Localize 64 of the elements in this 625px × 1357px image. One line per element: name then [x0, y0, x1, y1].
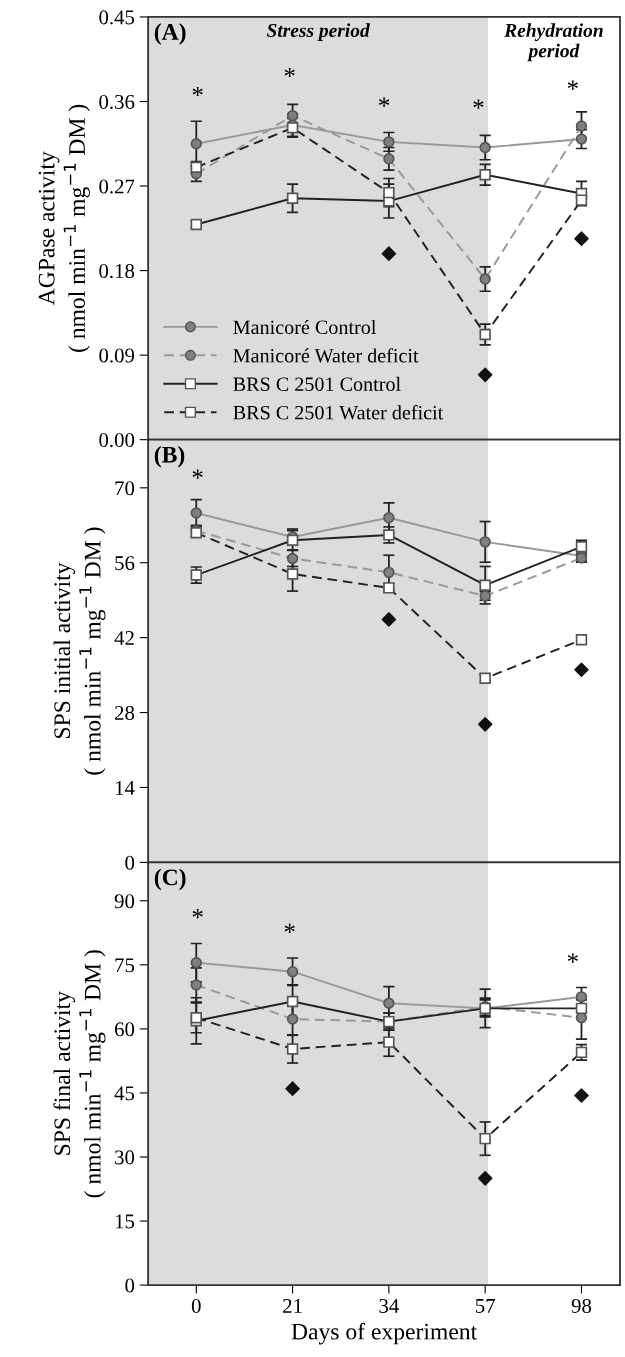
- y-tick-label: 42: [114, 631, 134, 645]
- legend-label: Manicoré Water deficit: [233, 348, 419, 363]
- y-tick-label: 56: [115, 556, 135, 571]
- annotation: *: [567, 953, 578, 963]
- point: [383, 136, 395, 148]
- x-tick-label: 0: [191, 1298, 201, 1313]
- point: [190, 957, 202, 969]
- y-tick-label: 90: [114, 894, 135, 909]
- y-tick-label: 0.27: [99, 179, 135, 194]
- point: [575, 991, 588, 1003]
- y-tick-label: 28: [115, 705, 135, 720]
- point: [383, 997, 395, 1009]
- chart-title: (C): [154, 868, 186, 891]
- annotation: *: [192, 86, 203, 97]
- chart-title: (B): [154, 446, 185, 468]
- annotation: *: [192, 469, 203, 479]
- point: [383, 512, 395, 524]
- y-tick-label: 60: [114, 1022, 135, 1037]
- point: [190, 138, 202, 150]
- point: [286, 1013, 299, 1025]
- point: [383, 153, 395, 165]
- point: [190, 507, 202, 519]
- y-tick-label: 14: [115, 780, 135, 795]
- annotation: *: [192, 909, 203, 919]
- x-tick-label: 21: [283, 1298, 302, 1313]
- legend-label: BRS C 2501 Water deficit: [233, 405, 444, 420]
- x-axis-title: Days of experiment: [291, 1322, 478, 1345]
- y-axis-title: SPS final activity ( nmol min$^{−1}$ mg$^{−1}$ DM ): [53, 950, 106, 1198]
- point: [575, 120, 588, 132]
- point: [286, 965, 299, 978]
- chart-title: (A): [154, 23, 186, 45]
- y-tick-label: 15: [115, 1214, 135, 1229]
- point: [575, 133, 588, 145]
- annotation: *: [473, 99, 484, 109]
- y-tick-label: 30: [115, 1150, 135, 1165]
- y-tick-label: 45: [114, 1086, 135, 1101]
- y-tick-label: 0: [125, 1278, 135, 1293]
- point: [383, 566, 395, 579]
- point: [190, 979, 202, 991]
- annotation: Rehydration period: [504, 23, 603, 62]
- y-tick-label: 70: [115, 481, 135, 496]
- y-tick-label: 0.09: [99, 348, 135, 363]
- annotation: *: [379, 97, 390, 107]
- legend-label: BRS C 2501 Control: [233, 376, 401, 392]
- point: [479, 141, 491, 154]
- y-tick-label: 0.45: [99, 10, 135, 25]
- point: [479, 273, 491, 285]
- y-tick-label: 75: [115, 958, 135, 973]
- x-tick-label: 34: [379, 1298, 399, 1313]
- annotation: *: [567, 80, 578, 90]
- y-axis-title: AGPase activity ( nmol min$^{−1}$ mg$^{−1}$ DM ): [38, 104, 90, 352]
- x-tick-label: 57: [475, 1299, 495, 1313]
- x-tick-label: 98: [571, 1298, 592, 1313]
- point: [286, 109, 299, 122]
- legend-label: Manicoré Control: [233, 319, 377, 335]
- y-tick-label: 0.36: [99, 94, 135, 110]
- y-tick-label: 0.00: [99, 433, 135, 448]
- annotation: *: [284, 67, 295, 78]
- y-tick-label: 0.18: [99, 263, 135, 279]
- point: [479, 536, 491, 548]
- y-tick-label: 0: [125, 855, 135, 870]
- annotation: *: [284, 923, 295, 934]
- band-label: Stress period: [266, 23, 370, 41]
- y-axis-title: SPS initial activity ( nmol min$^{−1}$ mg$^{−1}$ DM ): [53, 527, 106, 775]
